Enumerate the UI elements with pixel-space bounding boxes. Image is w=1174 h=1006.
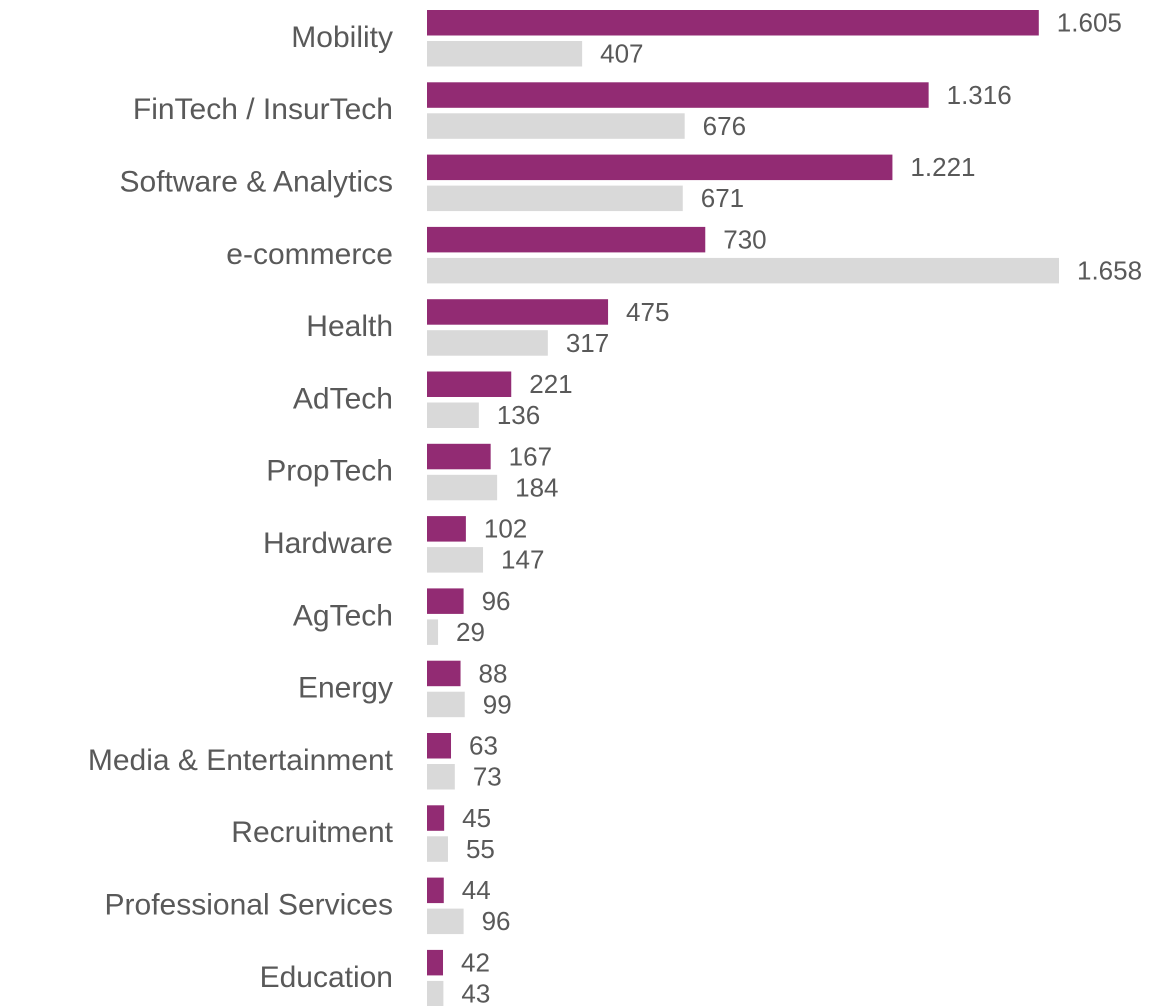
category-label: FinTech / InsurTech (133, 93, 393, 126)
bar (427, 10, 1039, 36)
bar (427, 836, 448, 862)
category-label: Software & Analytics (120, 166, 393, 199)
category-label: AdTech (293, 382, 393, 415)
bar (427, 474, 498, 501)
value-label: 475 (626, 297, 669, 327)
value-label: 73 (473, 762, 502, 792)
bar (427, 402, 479, 428)
bar (427, 443, 491, 470)
category-label: e-commerce (226, 238, 393, 271)
bar (427, 949, 444, 976)
value-label: 730 (723, 225, 766, 255)
bar (427, 805, 445, 831)
value-label: 1.658 (1077, 256, 1142, 286)
bar (427, 113, 685, 139)
value-label: 29 (456, 617, 485, 647)
category-label: Energy (298, 672, 393, 705)
value-label: 96 (482, 586, 511, 616)
bar (427, 371, 512, 397)
bar (427, 41, 583, 67)
category-label: Health (306, 310, 393, 343)
value-label: 136 (497, 400, 540, 430)
category-label: Professional Services (105, 889, 393, 922)
bar (427, 154, 893, 181)
bar (427, 764, 455, 790)
value-label: 88 (479, 658, 508, 688)
category-label: AgTech (293, 599, 393, 632)
value-label: 184 (515, 472, 558, 502)
bar (427, 619, 439, 645)
bar (427, 877, 444, 904)
category-label: Media & Entertainment (88, 744, 394, 777)
value-label: 102 (484, 514, 527, 544)
bar (427, 82, 929, 108)
value-label: 147 (501, 545, 544, 575)
value-label: 317 (566, 328, 609, 358)
category-label: Hardware (263, 527, 393, 560)
value-label: 44 (462, 875, 491, 905)
category-label: PropTech (266, 455, 393, 488)
value-label: 671 (701, 183, 744, 213)
bar (427, 660, 461, 687)
value-label: 221 (529, 369, 572, 399)
category-label: Education (260, 961, 393, 994)
category-label: Recruitment (231, 816, 393, 849)
bar (427, 547, 484, 573)
value-label: 63 (469, 731, 498, 761)
bar (427, 980, 444, 1006)
value-label: 167 (509, 441, 552, 471)
bar (427, 733, 452, 759)
value-label: 407 (600, 39, 643, 69)
value-label: 96 (482, 906, 511, 936)
bar (427, 908, 464, 935)
value-label: 42 (461, 948, 490, 978)
value-label: 45 (462, 803, 491, 833)
bar (427, 226, 706, 253)
bar (427, 185, 683, 212)
value-label: 1.221 (910, 152, 975, 182)
value-label: 55 (466, 834, 495, 864)
bar (427, 691, 465, 718)
bar (427, 299, 609, 325)
value-label: 43 (461, 979, 490, 1006)
value-label: 1.605 (1057, 8, 1122, 38)
value-label: 99 (483, 689, 512, 719)
bar (427, 516, 466, 542)
bar (427, 588, 464, 614)
category-label: Mobility (291, 21, 393, 54)
value-label: 1.316 (947, 80, 1012, 110)
value-label: 676 (703, 111, 746, 141)
bar (427, 330, 548, 356)
bar (427, 257, 1059, 284)
